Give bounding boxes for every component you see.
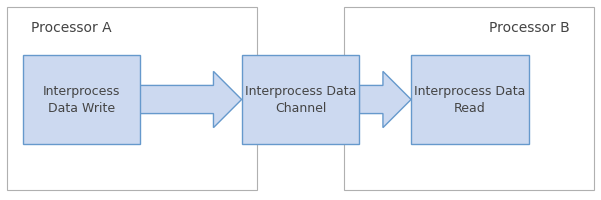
Text: Processor B: Processor B [489,21,570,35]
Polygon shape [359,72,411,128]
Bar [411,56,529,144]
Bar [23,56,140,144]
Bar [344,8,594,190]
Text: Processor A: Processor A [31,21,112,35]
Text: Interprocess Data
Channel: Interprocess Data Channel [245,85,356,115]
Bar [7,8,257,190]
Bar [242,56,359,144]
Text: Interprocess Data
Read: Interprocess Data Read [414,85,526,115]
Text: Interprocess
Data Write: Interprocess Data Write [43,85,120,115]
Polygon shape [140,72,242,128]
